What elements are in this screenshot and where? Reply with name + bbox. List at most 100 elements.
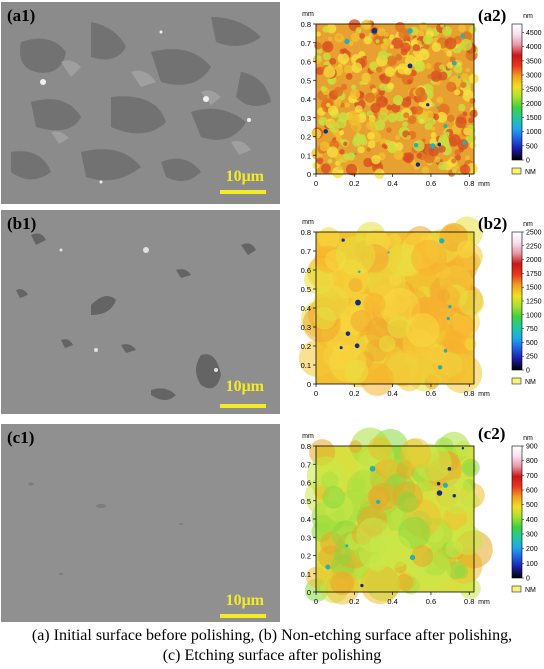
afm-patch bbox=[416, 152, 423, 159]
afm-patch bbox=[444, 333, 461, 350]
afm-patch bbox=[387, 144, 398, 154]
afm-patch bbox=[319, 141, 330, 152]
afm-patch bbox=[414, 106, 424, 115]
afm-patch bbox=[429, 32, 435, 37]
afm-patch bbox=[322, 485, 346, 509]
afm-patch bbox=[457, 24, 467, 33]
afm-patch bbox=[422, 34, 434, 45]
afm-patch bbox=[345, 73, 353, 80]
afm-patch bbox=[378, 335, 396, 352]
afm-patch bbox=[451, 158, 457, 164]
afm-patch bbox=[412, 44, 420, 52]
afm-patch bbox=[403, 112, 410, 119]
scale-bar-label-a1: 10μm bbox=[225, 168, 264, 185]
afm-pit bbox=[443, 124, 448, 129]
afm-patch bbox=[405, 312, 440, 348]
afm-patch bbox=[405, 96, 412, 102]
panel-label-c2: (c2) bbox=[478, 424, 506, 443]
afm-pit bbox=[448, 305, 452, 309]
afm-patch bbox=[378, 83, 387, 91]
afm-patch bbox=[378, 112, 389, 123]
afm-patch bbox=[361, 19, 372, 31]
afm-patch bbox=[454, 154, 461, 161]
afm-patch bbox=[392, 94, 404, 106]
colorbar-tick-label: 200 bbox=[526, 546, 538, 553]
afm-patch bbox=[460, 38, 473, 51]
legend-swatch bbox=[511, 377, 522, 385]
afm-patch bbox=[404, 55, 417, 67]
afm-patch bbox=[427, 117, 436, 126]
afm-patch bbox=[368, 436, 392, 460]
afm-patch bbox=[396, 366, 422, 392]
afm-pit bbox=[369, 465, 376, 472]
afm-pit bbox=[447, 467, 452, 471]
afm-patch bbox=[374, 119, 386, 131]
afm-patch bbox=[407, 79, 413, 85]
legend-swatch bbox=[511, 585, 522, 593]
afm-pit bbox=[460, 33, 466, 39]
panel-label-b2: (b2) bbox=[478, 214, 508, 233]
colorbar-tick-label: 1750 bbox=[526, 271, 542, 278]
colorbar-tick-label: 4000 bbox=[526, 44, 542, 51]
afm-patch bbox=[339, 130, 345, 136]
afm-pit bbox=[371, 28, 378, 34]
afm-pit bbox=[443, 348, 448, 353]
afm-patch bbox=[334, 98, 342, 107]
afm-patch bbox=[387, 315, 411, 339]
afm-patch bbox=[438, 134, 449, 145]
afm-patch bbox=[322, 41, 334, 53]
afm-patch bbox=[351, 62, 363, 74]
sem-surface-c1 bbox=[1, 424, 280, 622]
legend-swatch bbox=[511, 167, 522, 175]
afm-y-unit: mm bbox=[302, 219, 314, 226]
afm-x-tick-label: 0.6 bbox=[426, 597, 436, 606]
afm-x-tick-label: 0.6 bbox=[426, 389, 436, 398]
afm-patch bbox=[333, 86, 344, 97]
afm-y-tick-label: 0.7 bbox=[301, 247, 311, 256]
afm-patch bbox=[339, 148, 345, 155]
afm-y-unit: mm bbox=[302, 433, 314, 440]
afm-patch bbox=[396, 573, 414, 591]
afm-patch bbox=[424, 110, 434, 120]
afm-patch bbox=[409, 26, 419, 36]
afm-patch bbox=[333, 545, 352, 564]
afm-patch bbox=[393, 149, 404, 160]
afm-pit bbox=[360, 583, 364, 588]
colorbar-tick-label: 300 bbox=[526, 532, 538, 539]
afm-patch bbox=[317, 226, 340, 250]
colorbar-tick-label: 800 bbox=[526, 458, 538, 465]
afm-patch bbox=[375, 66, 382, 73]
colorbar-tick-label: 2500 bbox=[526, 87, 542, 94]
afm-texture bbox=[298, 216, 485, 396]
afm-patch bbox=[446, 62, 454, 69]
afm-y-tick-label: 0.3 bbox=[301, 114, 311, 123]
afm-patch bbox=[298, 340, 336, 377]
afm-patch bbox=[326, 102, 331, 108]
figure-caption: (a) Initial surface before polishing, (b… bbox=[0, 626, 544, 666]
afm-patch bbox=[321, 471, 339, 490]
afm-plot-b2: mm0.80.70.60.50.40.30.20.100 0.2 0.4 0.6 0.8… bbox=[298, 216, 542, 398]
afm-x-tick-label: 0.2 bbox=[349, 597, 359, 606]
afm-pit bbox=[446, 316, 450, 321]
afm-map-a2: (a2) mm 0.8 0.7 0.6 0.5 0.4 0.3 0.2 0.1 0 0 0.2 0.4 0… bbox=[286, 2, 544, 204]
colorbar-tick-label: 3000 bbox=[526, 73, 542, 80]
afm-patch bbox=[410, 69, 417, 77]
afm-patch bbox=[376, 27, 386, 37]
afm-patch bbox=[460, 73, 469, 82]
afm-patch bbox=[339, 158, 344, 163]
afm-patch bbox=[419, 22, 428, 31]
afm-y-tick-label: 0 bbox=[307, 588, 311, 597]
afm-patch bbox=[461, 31, 472, 42]
afm-patch bbox=[355, 27, 362, 34]
afm-pit bbox=[354, 343, 360, 349]
colorbar-tick-label: 250 bbox=[526, 354, 538, 361]
afm-pit bbox=[344, 38, 350, 45]
scale-bar-label-c1: 10μm bbox=[225, 592, 264, 609]
afm-pit bbox=[323, 129, 328, 134]
afm-patch bbox=[367, 131, 375, 140]
afm-patch bbox=[363, 157, 373, 168]
afm-patch bbox=[367, 140, 376, 149]
afm-pit bbox=[461, 140, 467, 146]
afm-patch bbox=[418, 49, 430, 61]
afm-x-tick-label: 0 bbox=[314, 597, 318, 606]
